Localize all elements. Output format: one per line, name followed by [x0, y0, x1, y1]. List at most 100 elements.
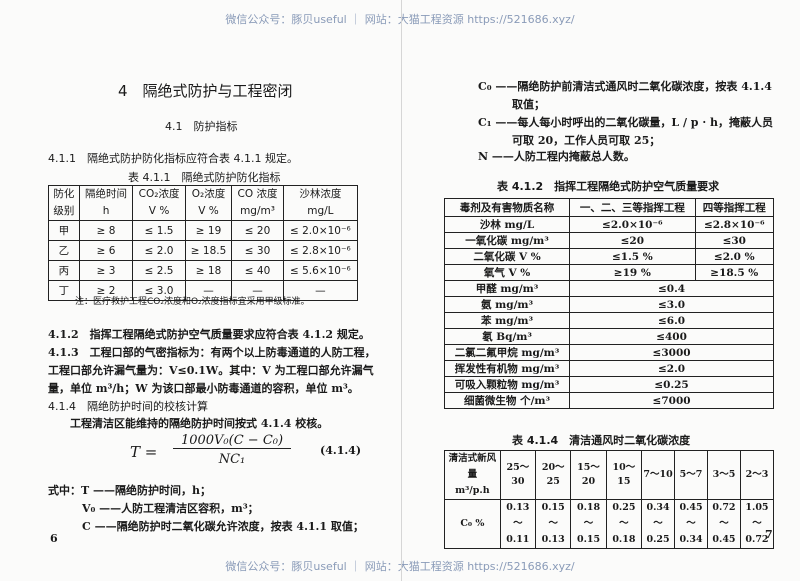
table-header-row: 防化 级别 隔绝时间 h CO₂浓度 V % O₂浓度 V % CO 浓度 mg/m³ 沙林浓度 mg…	[48, 185, 359, 221]
table-cell: 氡 Bq/m³	[443, 328, 571, 345]
formula-number: (4.1.4)	[320, 444, 362, 457]
paragraph-4-1-2: 4.1.2 指挥工程隔绝式防护空气质量要求应符合表 4.1.2 规定。	[48, 328, 370, 341]
header-text: m³/p.h	[455, 485, 490, 496]
value-cell: 1.05～ 0.72	[739, 499, 775, 549]
table-cell: ≥ 2	[78, 280, 134, 301]
header-text: h	[102, 205, 110, 217]
table-header-row: 清洁式新风量 m³/p.h 25～30 20～25 15～20 10～15 7～10 5～7 3…	[444, 450, 775, 500]
paragraph-4-1-1: 4.1.1 隔绝式防护防化指标应符合表 4.1.1 规定。	[48, 152, 298, 165]
value-text: 0.72	[745, 534, 769, 545]
range-cell: 15～20	[570, 450, 607, 500]
value-text: 0.18～	[576, 502, 601, 529]
table-cell: 挥发性有机物 mg/m³	[443, 360, 571, 377]
header-text: 级别	[53, 205, 75, 217]
table-row: 二氧化碳 V % ≤1.5 % ≤2.0 %	[443, 248, 775, 265]
header-text: 隔绝时间	[85, 188, 128, 200]
range-cell: 5～7	[674, 450, 708, 500]
table-4-1-2: 毒剂及有害物质名称 一、二、三等指挥工程 四等指挥工程 沙林 mg/L ≤2.0×10⁻…	[443, 198, 775, 409]
table-4-1-2-caption: 表 4.1.2 指挥工程隔绝式防护空气质量要求	[497, 180, 720, 193]
table-cell: 沙林 mg/L	[443, 216, 571, 233]
table-row: 一氧化碳 mg/m³ ≤20 ≤30	[443, 232, 775, 249]
table-row: 乙 ≥ 6 ≤ 2.0 ≥ 18.5 ≤ 30 ≤ 2.8×10⁻⁶	[48, 240, 359, 261]
range-cell: 10～15	[605, 450, 643, 500]
table-row: C₀ % 0.13～ 0.11 0.15～ 0.13 0.18～ 0.15 0.25～ 0.18…	[444, 499, 775, 549]
value-text: 0.15	[576, 534, 601, 545]
table-4-1-1-note: 注：医疗救护工程CO₂浓度和O₂浓度指标宜采用甲级标准。	[75, 297, 310, 307]
where-C1-line1: C₁ ——每人每小时呼出的二氧化碳量，L / p · h，掩蔽人员	[478, 116, 773, 129]
header-cell: 清洁式新风量 m³/p.h	[444, 450, 501, 500]
table-row: 氡 Bq/m³ ≤400	[443, 328, 774, 345]
table-cell: ≥ 8	[78, 220, 134, 241]
table-cell: ≤6.0	[569, 312, 774, 329]
header-cell: 四等指挥工程	[694, 198, 775, 217]
paragraph-4-1-4-heading: 4.1.4 隔绝防护时间的校核计算	[48, 400, 208, 413]
table-cell: 细菌微生物 个/m³	[443, 392, 571, 409]
table-cell: 氧气 V %	[443, 264, 571, 281]
value-cell: 0.72～ 0.45	[707, 499, 741, 549]
header-text: 清洁式新风量	[448, 453, 497, 480]
value-text: 0.13～	[506, 502, 530, 529]
table-cell: ≤400	[569, 328, 774, 345]
table-cell: ≤0.25	[569, 376, 774, 393]
table-cell: 甲醛 mg/m³	[443, 280, 571, 297]
table-row: 可吸入颗粒物 mg/m³ ≤0.25	[443, 376, 774, 393]
table-cell: ≤7000	[569, 392, 774, 409]
header-cell: CO 浓度 mg/m³	[231, 185, 284, 221]
range-cell: 25～30	[499, 450, 537, 500]
page-number-left: 6	[50, 532, 58, 545]
header-text: V %	[148, 205, 170, 217]
header-cell: CO₂浓度 V %	[132, 185, 186, 221]
table-cell: ≥ 3	[78, 260, 134, 281]
value-text: 0.72～	[712, 502, 736, 529]
table-cell: ≤ 2.0×10⁻⁶	[282, 220, 359, 241]
table-cell: ≤3000	[569, 344, 774, 361]
page-number-right: 7	[765, 528, 773, 541]
chapter-title: 4 隔绝式防护与工程密闭	[118, 82, 293, 100]
range-cell: 3～5	[707, 450, 741, 500]
value-text: 0.45	[712, 534, 736, 545]
table-cell: ≤2.0	[569, 360, 774, 377]
value-text: 0.13	[541, 534, 565, 545]
table-row: 丙 ≥ 3 ≤ 2.5 ≥ 18 ≤ 40 ≤ 5.6×10⁻⁶	[48, 260, 359, 281]
header-text: CO 浓度	[237, 188, 278, 200]
where-T: 式中：T ——隔绝防护时间，h；	[48, 484, 212, 497]
table-row: 二氯二氟甲烷 mg/m³ ≤3000	[443, 344, 774, 361]
table-cell: 二氧化碳 V %	[443, 248, 571, 265]
value-cell: 0.34～ 0.25	[641, 499, 676, 549]
table-cell: ≤ 40	[231, 260, 284, 281]
value-text: 0.25～	[612, 502, 636, 529]
table-cell: ≥18.5 %	[694, 264, 775, 281]
table-row: 苯 mg/m³ ≤6.0	[443, 312, 774, 329]
table-cell: 丁	[48, 280, 80, 301]
table-cell: ≤ 2.0	[132, 240, 186, 261]
table-cell: ≥19 %	[569, 264, 696, 281]
header-cell: 沙林浓度 mg/L	[282, 185, 359, 221]
where-C1-line2: 可取 20，工作人员可取 25；	[512, 134, 661, 147]
value-cell: 0.45～ 0.34	[674, 499, 708, 549]
where-N: N ——人防工程内掩蔽总人数。	[478, 150, 635, 163]
range-cell: 7～10	[641, 450, 676, 500]
range-cell: 20～25	[535, 450, 572, 500]
section-heading: 4.1 防护指标	[165, 120, 238, 133]
table-cell: ≤ 30	[231, 240, 284, 261]
header-cell: 隔绝时间 h	[78, 185, 134, 221]
table-cell: —	[282, 280, 359, 301]
value-text: 0.15～	[541, 502, 565, 529]
table-4-1-4-caption: 表 4.1.4 清洁通风时二氧化碳浓度	[512, 434, 691, 447]
formula-lhs: T =	[130, 443, 158, 461]
row-label: C₀ %	[444, 499, 501, 549]
watermark-bottom: 微信公众号：豚贝useful ｜ 网站：大猫工程资源 https://52168…	[225, 560, 575, 573]
table-cell: —	[184, 280, 233, 301]
table-row: 氧气 V % ≥19 % ≥18.5 %	[443, 264, 775, 281]
value-cell: 0.15～ 0.13	[535, 499, 572, 549]
where-C: C ——隔绝防护时二氧化碳允许浓度，按表 4.1.1 取值；	[82, 520, 364, 533]
table-cell: ≤2.0×10⁻⁶	[569, 216, 696, 233]
value-text: 0.11	[506, 534, 530, 545]
value-cell: 0.18～ 0.15	[570, 499, 607, 549]
table-cell: 氨 mg/m³	[443, 296, 571, 313]
table-row: 沙林 mg/L ≤2.0×10⁻⁶ ≤2.8×10⁻⁶	[443, 216, 775, 233]
header-cell: 一、二、三等指挥工程	[569, 198, 696, 217]
table-4-1-4: 清洁式新风量 m³/p.h 25～30 20～25 15～20 10～15 7～10 5～7 3…	[444, 450, 775, 549]
table-4-1-1-caption: 表 4.1.1 隔绝式防护防化指标	[128, 171, 281, 184]
table-cell: ≤1.5 %	[569, 248, 696, 265]
